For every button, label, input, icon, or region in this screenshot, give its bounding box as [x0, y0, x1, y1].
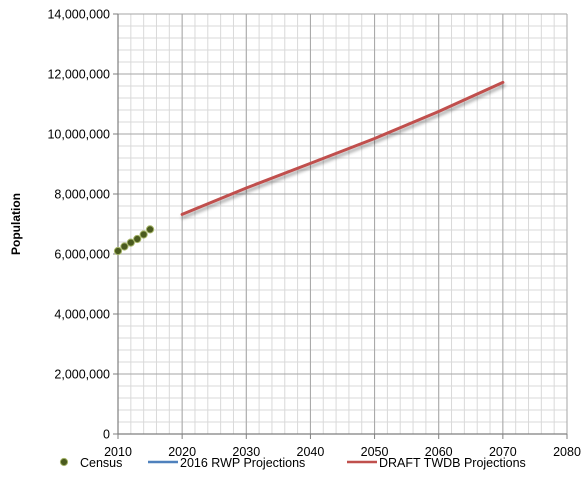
- census-point: [133, 234, 142, 244]
- legend-twdb-label: DRAFT TWDB Projections: [379, 456, 526, 470]
- y-tick-label: 12,000,000: [47, 68, 110, 82]
- census-point: [126, 238, 135, 247]
- series-line-draft-twdb-projections: [180, 80, 505, 216]
- y-tick-label: 10,000,000: [47, 128, 110, 142]
- minor-gridlines: [117, 13, 568, 435]
- plot-axes: [113, 13, 568, 439]
- x-tick-label: 2010: [104, 445, 132, 459]
- census-point: [120, 242, 129, 251]
- y-axis-title: Population: [9, 193, 23, 255]
- y-tick-label: 0: [103, 428, 110, 442]
- census-point: [139, 230, 148, 239]
- legend-rwp-label: 2016 RWP Projections: [180, 456, 305, 470]
- y-tick-label: 14,000,000: [47, 8, 110, 22]
- x-tick-label: 2020: [168, 445, 196, 459]
- legend-census-label: Census: [80, 456, 122, 470]
- census-point: [145, 225, 155, 234]
- x-tick-label: 2060: [425, 445, 453, 459]
- y-tick-label: 8,000,000: [54, 188, 110, 202]
- data-series: [113, 80, 505, 256]
- y-tick-label: 2,000,000: [54, 368, 110, 382]
- x-tick-label: 2030: [232, 445, 260, 459]
- y-tick-label: 4,000,000: [54, 308, 110, 322]
- x-tick-label: 2080: [553, 445, 581, 459]
- legend-census-marker: [59, 457, 69, 467]
- major-gridlines: [117, 13, 568, 435]
- y-tick-label: 6,000,000: [54, 248, 110, 262]
- x-tick-label: 2040: [297, 445, 325, 459]
- x-axis-tick-labels: 2010 2020 2030 2040 2050 2060 2070 2080: [104, 445, 581, 459]
- census-point: [113, 246, 123, 256]
- x-tick-label: 2050: [361, 445, 389, 459]
- legend: Census 2016 RWP Projections DRAFT TWDB Pro…: [59, 456, 526, 470]
- y-axis-tick-labels: 0 2,000,000 4,000,000 6,000,000 8,000,000 10,…: [47, 8, 110, 442]
- x-tick-label: 2070: [489, 445, 517, 459]
